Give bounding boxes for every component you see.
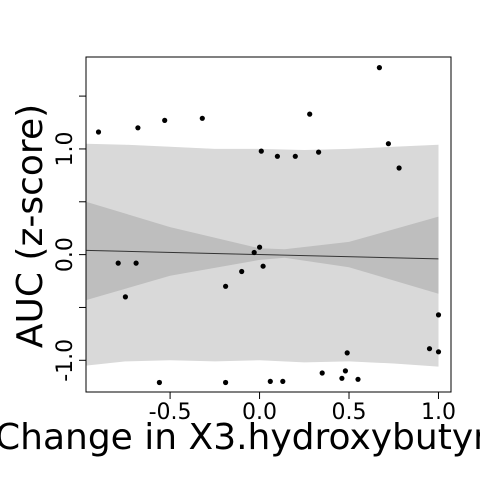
x-axis-title: Change in X3.hydroxybutyrate — [0, 417, 480, 458]
data-point — [292, 153, 298, 159]
x-tick-label: 1.0 — [421, 400, 456, 425]
x-tick-label: 0.5 — [332, 400, 367, 425]
data-point — [307, 111, 313, 117]
data-point — [319, 370, 325, 376]
data-point — [426, 346, 433, 352]
data-point — [274, 153, 280, 159]
x-tick-label: 0.0 — [242, 400, 277, 425]
y-axis-title: AUC (z-score) — [10, 104, 51, 348]
data-point — [435, 312, 442, 318]
data-points — [95, 65, 442, 386]
data-point — [258, 148, 264, 154]
data-point — [135, 125, 141, 131]
data-point — [223, 283, 229, 289]
data-point — [260, 263, 266, 269]
data-point — [376, 65, 382, 71]
x-tick-label: -0.5 — [149, 400, 192, 425]
y-tick-label: 0.0 — [53, 237, 78, 272]
data-point — [95, 129, 102, 135]
data-point — [115, 260, 121, 266]
confidence-band — [86, 201, 439, 301]
data-point — [396, 165, 402, 171]
y-tick-label: 1.0 — [53, 131, 78, 166]
plot-frame — [85, 56, 452, 393]
regression-line — [85, 249, 439, 260]
y-tick-label: -1.0 — [53, 339, 78, 382]
data-point — [344, 350, 350, 356]
data-point — [280, 378, 286, 384]
data-point — [122, 294, 128, 300]
data-point — [435, 349, 442, 355]
data-point — [385, 141, 391, 147]
data-point — [133, 260, 139, 266]
data-point — [339, 375, 345, 381]
data-point — [251, 249, 257, 256]
x-axis: -0.5 0.0 0.5 1.0 — [149, 392, 456, 425]
data-point — [355, 376, 361, 382]
data-point — [267, 378, 273, 384]
regression-line-layer — [85, 249, 439, 260]
band-layer — [86, 143, 439, 367]
data-point — [156, 379, 162, 386]
data-point — [239, 268, 245, 275]
data-point — [162, 117, 168, 123]
data-point — [316, 149, 322, 155]
y-axis: -1.0 0.0 1.0 — [53, 95, 86, 382]
data-point — [223, 379, 229, 386]
data-point — [342, 368, 348, 374]
data-point — [199, 115, 205, 121]
data-point — [257, 244, 263, 250]
